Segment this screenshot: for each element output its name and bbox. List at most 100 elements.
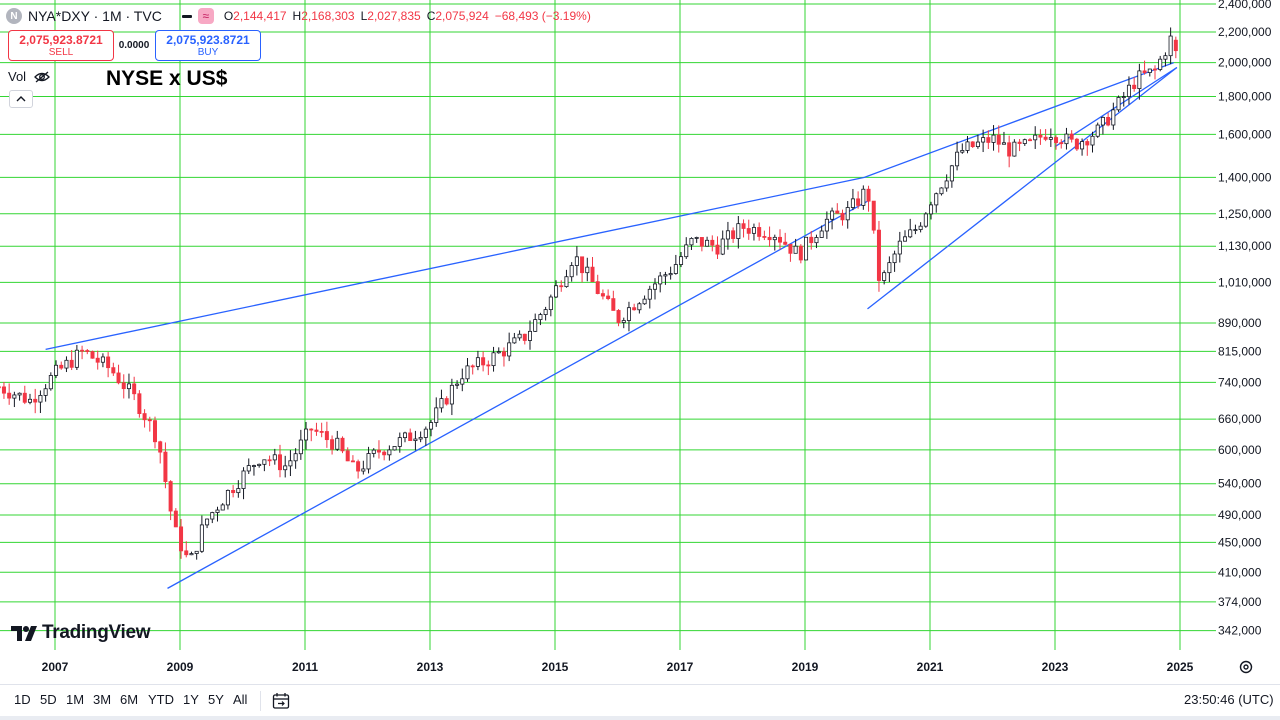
candle[interactable]: [626, 301, 631, 332]
candle[interactable]: [887, 256, 892, 282]
candle[interactable]: [262, 459, 267, 472]
candle[interactable]: [793, 238, 798, 254]
candles[interactable]: [0, 27, 1178, 560]
candle[interactable]: [814, 234, 819, 249]
candle[interactable]: [1132, 77, 1137, 92]
candle[interactable]: [1147, 68, 1152, 77]
candle[interactable]: [522, 333, 527, 345]
candle[interactable]: [251, 464, 256, 476]
candle[interactable]: [949, 164, 954, 188]
candle[interactable]: [173, 508, 178, 528]
candle[interactable]: [892, 250, 897, 272]
candle[interactable]: [955, 141, 960, 171]
candle[interactable]: [668, 266, 673, 280]
candle[interactable]: [283, 455, 288, 478]
candle[interactable]: [48, 372, 53, 391]
candle[interactable]: [772, 234, 777, 251]
candle[interactable]: [465, 358, 470, 382]
minus-icon[interactable]: [181, 14, 192, 18]
candle[interactable]: [559, 280, 564, 292]
candle[interactable]: [830, 207, 835, 230]
candle[interactable]: [64, 356, 69, 373]
candle[interactable]: [225, 489, 230, 510]
candle[interactable]: [694, 236, 699, 243]
candle[interactable]: [288, 450, 293, 477]
candle[interactable]: [731, 227, 736, 243]
candle[interactable]: [939, 187, 944, 196]
candle[interactable]: [304, 421, 309, 450]
candle[interactable]: [897, 231, 902, 263]
candle[interactable]: [809, 230, 814, 250]
candle[interactable]: [267, 455, 272, 467]
candle[interactable]: [80, 345, 85, 360]
candle[interactable]: [861, 185, 866, 210]
candle[interactable]: [606, 289, 611, 301]
candle[interactable]: [298, 429, 303, 460]
candle[interactable]: [751, 223, 756, 241]
trendline[interactable]: [867, 66, 1178, 310]
candle[interactable]: [517, 330, 522, 341]
candle[interactable]: [179, 519, 184, 559]
candle[interactable]: [1153, 65, 1158, 80]
candle[interactable]: [439, 389, 444, 413]
candle[interactable]: [918, 222, 923, 233]
candle[interactable]: [757, 222, 762, 241]
candle[interactable]: [1022, 138, 1027, 146]
eye-hidden-icon[interactable]: [34, 71, 50, 83]
candle[interactable]: [121, 374, 126, 399]
candle[interactable]: [199, 515, 204, 553]
candle[interactable]: [371, 448, 376, 458]
candle[interactable]: [564, 269, 569, 288]
candle[interactable]: [632, 303, 637, 311]
candle[interactable]: [1173, 36, 1178, 59]
candle[interactable]: [215, 506, 220, 522]
settings-icon[interactable]: [1238, 659, 1254, 675]
symbol-title[interactable]: NYA*DXY · 1M · TVC: [28, 8, 162, 24]
candle[interactable]: [600, 289, 605, 300]
candle[interactable]: [715, 236, 720, 259]
candle[interactable]: [1038, 129, 1043, 145]
candle[interactable]: [1054, 135, 1059, 150]
candle[interactable]: [324, 421, 329, 448]
candle[interactable]: [95, 350, 100, 370]
candle[interactable]: [137, 390, 142, 418]
wave-icon[interactable]: ≈: [197, 8, 214, 24]
trendlines[interactable]: [45, 62, 1178, 589]
calendar-goto-icon[interactable]: [271, 691, 291, 711]
range-5y-button[interactable]: 5Y: [208, 692, 224, 707]
candle[interactable]: [960, 143, 965, 154]
sell-button[interactable]: 2,075,923.8721 SELL: [8, 30, 114, 61]
candle[interactable]: [241, 467, 246, 500]
candle[interactable]: [418, 431, 423, 443]
candle[interactable]: [1126, 76, 1131, 105]
collapse-button[interactable]: [9, 90, 33, 108]
candle[interactable]: [554, 280, 559, 299]
candle[interactable]: [392, 446, 397, 451]
chart-text-annotation[interactable]: NYSE x US$: [106, 67, 228, 90]
candle[interactable]: [783, 232, 788, 246]
candle[interactable]: [277, 444, 282, 478]
candle[interactable]: [38, 390, 43, 414]
candle[interactable]: [142, 409, 147, 428]
candle[interactable]: [1028, 138, 1033, 142]
candle[interactable]: [1121, 91, 1126, 107]
candle[interactable]: [996, 125, 1001, 153]
trendline[interactable]: [45, 176, 865, 351]
candle[interactable]: [116, 364, 121, 385]
candle[interactable]: [43, 384, 48, 402]
candle[interactable]: [512, 332, 517, 344]
candle[interactable]: [340, 436, 345, 454]
candle[interactable]: [272, 448, 277, 465]
candle[interactable]: [736, 215, 741, 249]
candle[interactable]: [319, 422, 324, 438]
buy-button[interactable]: 2,075,923.8721 BUY: [155, 30, 261, 61]
candle[interactable]: [205, 518, 210, 529]
candle[interactable]: [840, 209, 845, 226]
candle[interactable]: [991, 125, 996, 151]
candle[interactable]: [819, 225, 824, 238]
candle[interactable]: [1163, 52, 1168, 67]
candle[interactable]: [798, 244, 803, 264]
candle[interactable]: [257, 463, 262, 468]
candle[interactable]: [434, 397, 439, 427]
candle[interactable]: [7, 383, 12, 405]
